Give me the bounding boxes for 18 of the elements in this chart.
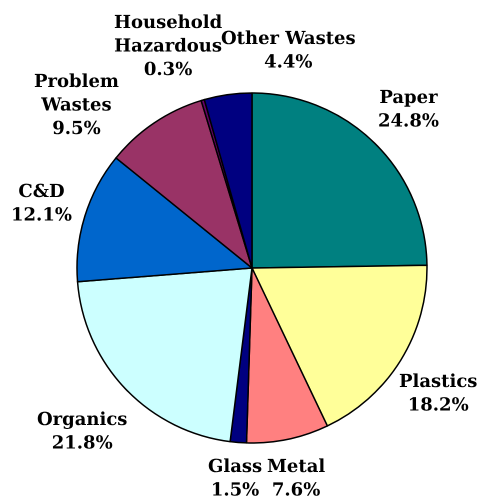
slice-label: Organics — [37, 409, 128, 430]
slice-label: C&D — [18, 181, 65, 202]
data-label: 4.4% — [264, 51, 313, 72]
slice-label: Household Hazardous — [114, 12, 223, 56]
data-label: 18.2% — [408, 394, 469, 416]
slice-label: Paper — [379, 87, 438, 108]
slice-label: Other Wastes — [221, 28, 356, 49]
data-label: 9.5% — [52, 118, 101, 139]
slice-label: Metal — [267, 456, 326, 477]
data-label: 0.3% — [144, 58, 192, 80]
data-label: 1.5% — [210, 479, 260, 500]
slice-label: Problem Wastes — [34, 71, 119, 116]
data-label: 24.8% — [378, 110, 439, 132]
slice-label: Glass — [208, 456, 262, 477]
slice-label: Plastics — [399, 371, 478, 392]
data-label: 12.1% — [11, 204, 72, 226]
data-label: 21.8% — [52, 432, 113, 454]
data-label: 7.6% — [272, 479, 320, 500]
